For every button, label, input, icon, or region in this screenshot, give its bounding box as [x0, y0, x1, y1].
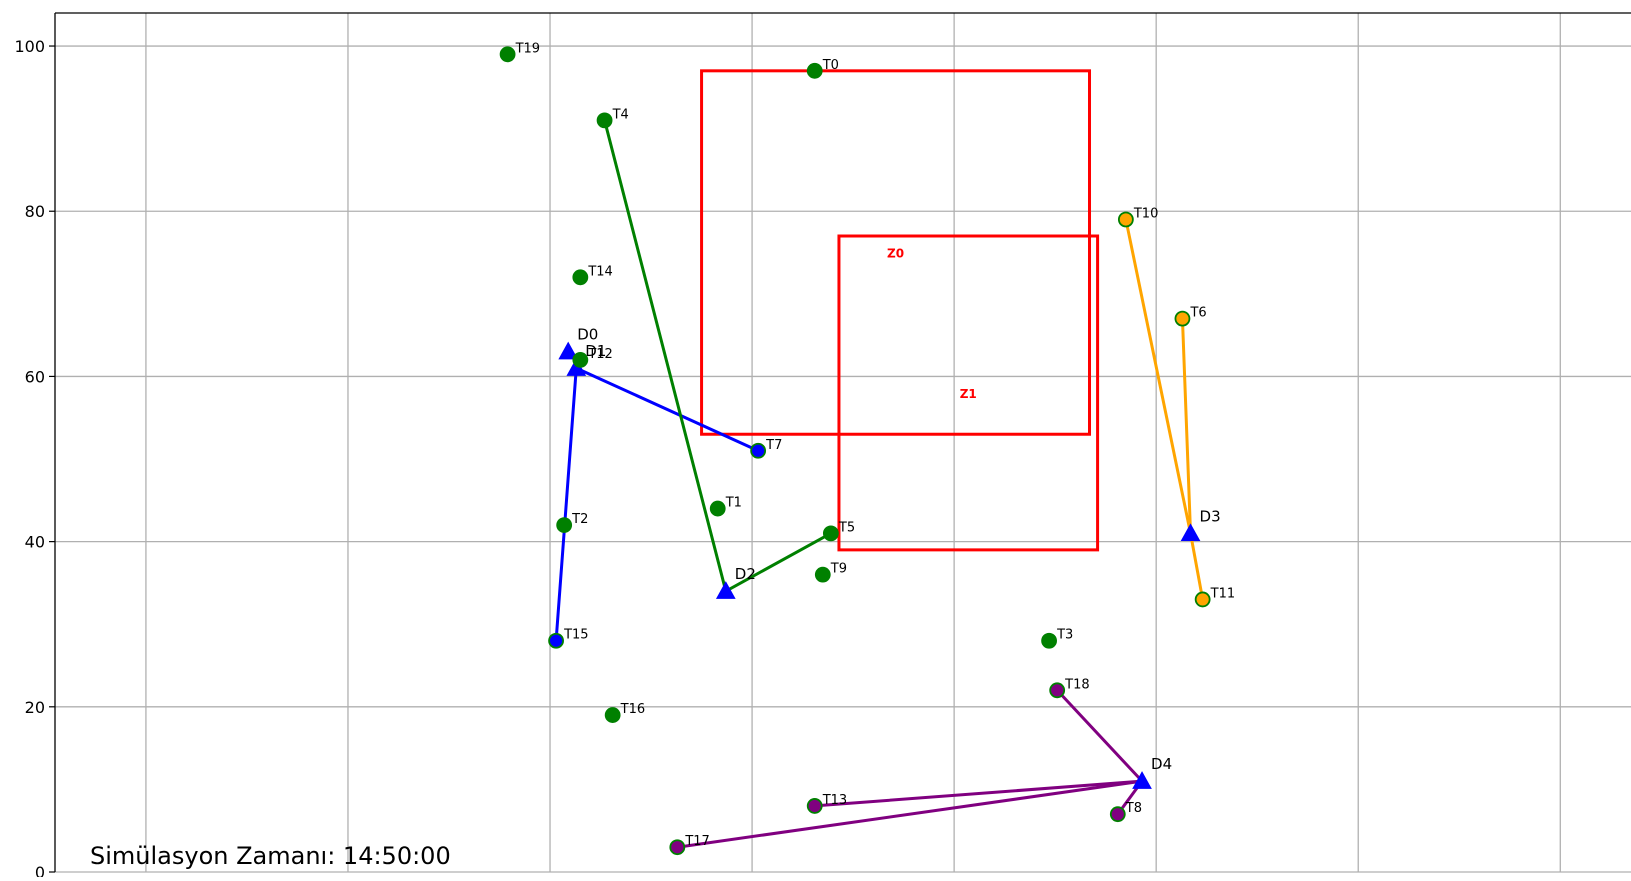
task-label-t17: T17 — [684, 834, 709, 849]
task-label-t0: T0 — [822, 58, 839, 73]
task-marker-t4 — [596, 112, 613, 129]
task-label-t3: T3 — [1056, 628, 1073, 643]
task-label-t6: T6 — [1189, 306, 1206, 321]
task-label-t1: T1 — [725, 496, 742, 511]
task-label-t12: T12 — [587, 347, 612, 362]
task-label-t14: T14 — [587, 264, 612, 279]
task-label-t18: T18 — [1064, 677, 1089, 692]
grid-layer — [55, 13, 1631, 873]
y-tick-label: 60 — [25, 367, 45, 386]
route-line-d2-t4 — [603, 118, 728, 593]
route-line-d4-t13 — [813, 779, 1144, 808]
zone-label-z0: Z0 — [887, 247, 904, 261]
zone-layer: Z0 Z1 — [700, 69, 1100, 552]
task-marker-t1 — [709, 500, 726, 517]
task-marker-t18 — [1049, 682, 1066, 699]
task-label-t10: T10 — [1133, 206, 1158, 221]
task-marker-t17 — [669, 839, 686, 856]
task-label-t5: T5 — [838, 520, 855, 535]
route-line-d3-t6 — [1180, 317, 1193, 535]
task-label-t4: T4 — [612, 107, 629, 122]
task-marker-t8 — [1109, 806, 1126, 823]
simulation-time-label: Simülasyon Zamanı: 14:50:00 — [90, 842, 451, 870]
task-label-t19: T19 — [515, 41, 540, 56]
task-marker-t13 — [806, 798, 823, 814]
task-marker-t14 — [572, 269, 589, 286]
axes-layer: 0 20 40 60 80 100 — [14, 12, 1631, 881]
drone-label-d0: D0 — [577, 326, 598, 344]
task-label-t8: T8 — [1125, 801, 1142, 816]
task-label-t2: T2 — [571, 512, 588, 527]
task-marker-t15 — [548, 632, 564, 649]
zone-rect-z1 — [837, 234, 1100, 552]
task-marker-t6 — [1174, 310, 1191, 327]
route-line-d3-t10 — [1124, 217, 1193, 535]
task-label-t13: T13 — [822, 793, 847, 808]
drone-marker-d3 — [1180, 523, 1201, 542]
task-label-t9: T9 — [830, 562, 847, 577]
route-layer — [554, 118, 1205, 849]
y-tick-label: 40 — [25, 533, 45, 552]
task-marker-t11 — [1194, 591, 1211, 608]
drone-label-d2: D2 — [735, 565, 756, 583]
task-label-t11: T11 — [1210, 586, 1235, 601]
task-marker-t19 — [499, 46, 516, 63]
route-line-d1-t15 — [554, 366, 578, 643]
task-label-t15: T15 — [563, 628, 588, 643]
task-marker-t12 — [572, 352, 589, 368]
route-line-d4-t17 — [675, 779, 1144, 849]
y-tick-label: 20 — [25, 698, 45, 717]
drone-label-d3: D3 — [1200, 507, 1221, 525]
task-label-t7: T7 — [765, 438, 782, 453]
drone-marker-d4 — [1132, 771, 1152, 789]
zone-label-z1: Z1 — [960, 387, 977, 401]
task-marker-t7 — [750, 442, 767, 459]
task-marker-t3 — [1041, 632, 1057, 649]
y-tick-label: 100 — [14, 37, 45, 56]
drone-marker-d2 — [715, 581, 736, 599]
drone-marker-d0 — [558, 341, 579, 360]
task-marker-t2 — [556, 517, 573, 533]
drone-label-d4: D4 — [1151, 755, 1172, 773]
task-marker-t16 — [604, 707, 621, 723]
drone-label-d1: D1 — [585, 342, 606, 360]
route-line-d3-t11 — [1189, 531, 1205, 601]
y-tick-label: 80 — [25, 202, 45, 221]
task-marker-t0 — [806, 62, 823, 79]
task-marker-t9 — [814, 566, 831, 583]
task-marker-t10 — [1117, 211, 1134, 228]
task-label-t16: T16 — [620, 702, 645, 717]
y-tick-label: 0 — [35, 863, 45, 877]
task-marker-t5 — [822, 525, 839, 542]
route-line-d1-t7 — [574, 366, 760, 453]
route-line-d4-t18 — [1055, 688, 1144, 783]
route-line-d2-t5 — [724, 531, 833, 593]
task-layer: T0 T1 T2 T3 T4 T5 T6 T7 T8 T9 T10 T11 T12 T13 T14 T15 T1… — [499, 41, 1235, 856]
zone-rect-z0 — [700, 69, 1092, 436]
